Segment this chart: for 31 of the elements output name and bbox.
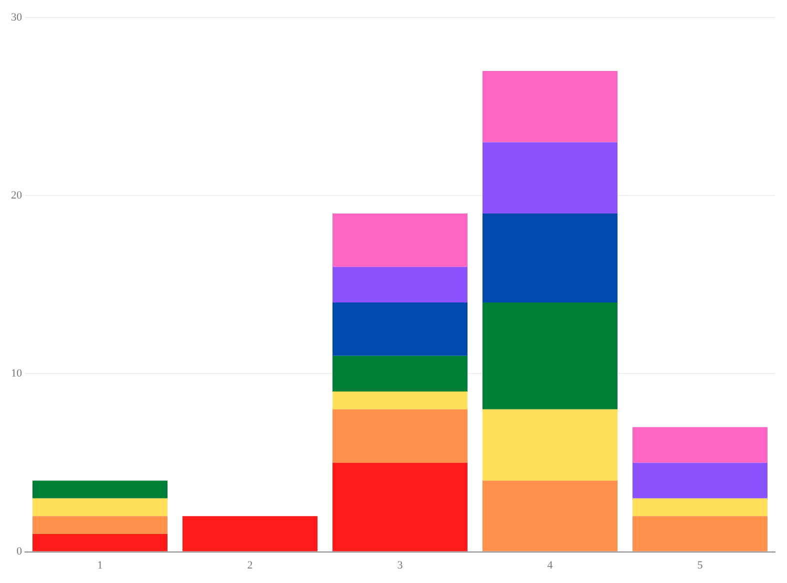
- bar: [332, 213, 468, 267]
- x-tick-label: 2: [247, 559, 253, 572]
- x-tick-label: 1: [97, 559, 103, 572]
- bar: [32, 534, 168, 552]
- y-tick-label: 30: [11, 11, 22, 24]
- bar: [332, 266, 468, 303]
- bar: [482, 142, 618, 214]
- bar: [32, 516, 168, 534]
- y-tick-label: 0: [16, 546, 22, 558]
- bar: [332, 409, 468, 463]
- bar: [482, 213, 618, 303]
- bar: [632, 462, 768, 498]
- bar: [32, 480, 168, 498]
- x-tick-label: 4: [547, 559, 554, 572]
- bar: [332, 356, 468, 392]
- bar: [482, 302, 618, 410]
- bar: [482, 480, 618, 552]
- y-tick-label: 10: [11, 368, 22, 380]
- bar: [482, 409, 618, 481]
- bar: [632, 498, 768, 516]
- y-tick-label: 20: [11, 190, 22, 202]
- bar: [332, 462, 468, 552]
- bar: [482, 71, 618, 142]
- bar: [632, 427, 768, 463]
- bar: [182, 516, 318, 552]
- x-tick-label: 3: [397, 559, 404, 572]
- bar: [332, 392, 468, 410]
- x-tick-label: 5: [697, 559, 704, 572]
- bar: [632, 516, 768, 552]
- bar: [332, 302, 468, 356]
- bar: [32, 498, 168, 516]
